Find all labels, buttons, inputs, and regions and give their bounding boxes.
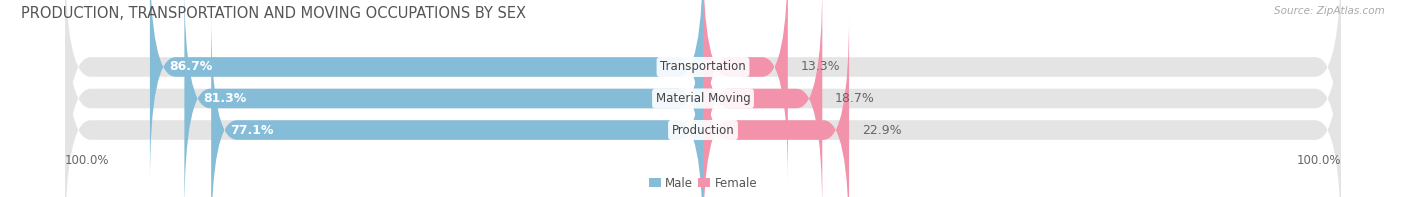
- Text: 13.3%: 13.3%: [800, 60, 841, 73]
- Text: 81.3%: 81.3%: [204, 92, 247, 105]
- Text: 77.1%: 77.1%: [231, 124, 274, 137]
- FancyBboxPatch shape: [65, 0, 1341, 197]
- Text: PRODUCTION, TRANSPORTATION AND MOVING OCCUPATIONS BY SEX: PRODUCTION, TRANSPORTATION AND MOVING OC…: [21, 6, 526, 21]
- FancyBboxPatch shape: [65, 14, 1341, 197]
- FancyBboxPatch shape: [703, 0, 787, 183]
- Text: 18.7%: 18.7%: [835, 92, 875, 105]
- Text: 22.9%: 22.9%: [862, 124, 901, 137]
- FancyBboxPatch shape: [703, 0, 823, 197]
- FancyBboxPatch shape: [211, 14, 703, 197]
- Text: 86.7%: 86.7%: [169, 60, 212, 73]
- Legend: Male, Female: Male, Female: [648, 177, 758, 190]
- Text: Transportation: Transportation: [661, 60, 745, 73]
- Text: Source: ZipAtlas.com: Source: ZipAtlas.com: [1274, 6, 1385, 16]
- FancyBboxPatch shape: [150, 0, 703, 183]
- Text: 100.0%: 100.0%: [65, 154, 110, 167]
- FancyBboxPatch shape: [703, 14, 849, 197]
- FancyBboxPatch shape: [184, 0, 703, 197]
- Text: Material Moving: Material Moving: [655, 92, 751, 105]
- FancyBboxPatch shape: [65, 0, 1341, 183]
- Text: 100.0%: 100.0%: [1296, 154, 1341, 167]
- Text: Production: Production: [672, 124, 734, 137]
